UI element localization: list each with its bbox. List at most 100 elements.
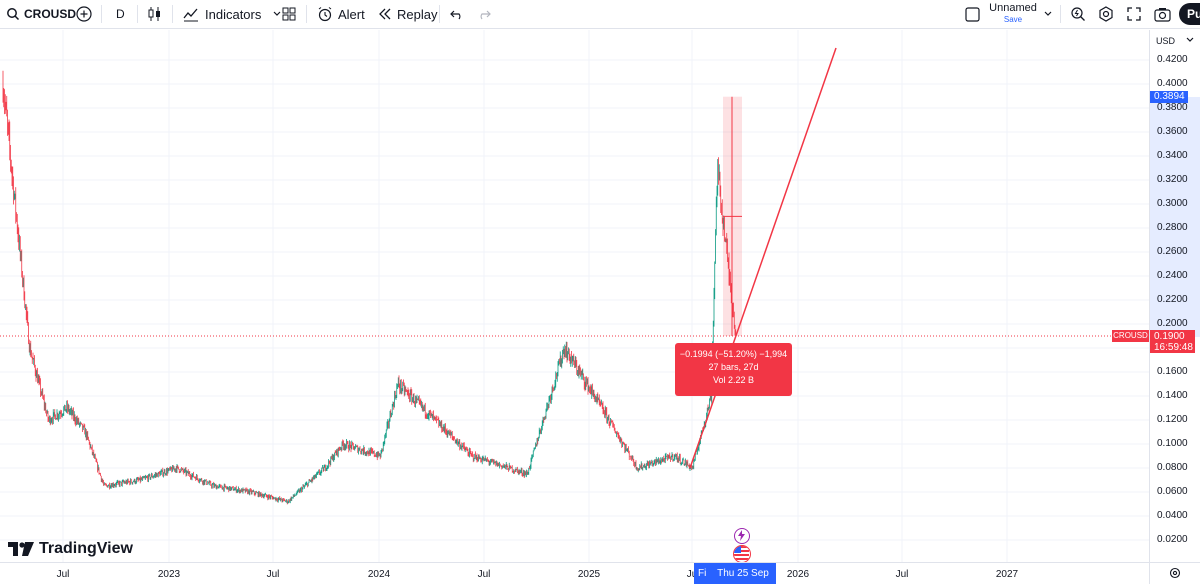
time-tick-label: 2025: [577, 569, 601, 580]
fullscreen-icon: [1127, 7, 1141, 21]
range-top-price-badge: 0.3894: [1150, 91, 1188, 103]
grid-layout-icon: [282, 7, 296, 21]
price-tick-label: 0.3600: [1157, 126, 1188, 137]
last-price: 0.1900: [1154, 331, 1185, 342]
price-tick-label: 0.3000: [1157, 198, 1188, 209]
add-circle-icon: [76, 6, 92, 22]
alert-button[interactable]: Alert: [317, 0, 365, 28]
price-tick-label: 0.0600: [1157, 486, 1188, 497]
search-icon: [7, 8, 20, 21]
compare-symbol-button[interactable]: [76, 0, 92, 28]
measure-volume: Vol 2.22 B: [712, 375, 755, 385]
tradingview-logo[interactable]: TradingView: [8, 540, 133, 558]
price-tick-label: 0.3400: [1157, 150, 1188, 161]
price-tick-label: 0.0200: [1157, 534, 1188, 545]
rewind-icon: [379, 8, 391, 20]
indicators-label: Indicators: [205, 6, 262, 22]
time-tick-label: Jul: [56, 569, 70, 580]
measure-bars: 27 bars, 27d: [708, 362, 759, 372]
axis-settings-corner[interactable]: [1149, 562, 1200, 584]
snapshot-button[interactable]: [1154, 0, 1171, 28]
symbol-price-label: CROUSD: [1112, 330, 1149, 342]
chevron-down-icon: [1044, 11, 1052, 16]
chart-type-button[interactable]: [147, 0, 163, 28]
layout-save-status: Save: [1003, 15, 1023, 24]
time-tick-label: 2023: [157, 569, 181, 580]
symbol-name: CROUSD: [24, 7, 77, 21]
time-axis[interactable]: Jul 2023 Jul 2024 Jul 2025 Ju 2026 Jul 2027: [0, 562, 1149, 584]
replay-button[interactable]: Replay: [378, 0, 437, 28]
redo-button[interactable]: [477, 0, 491, 28]
gear-icon: [1169, 567, 1181, 579]
price-tick-label: 0.3800: [1157, 102, 1188, 113]
currency-label[interactable]: USD: [1156, 36, 1176, 46]
chevron-down-icon: [273, 11, 281, 16]
time-tick-label: 2026: [786, 569, 810, 580]
price-tick-label: 0.4000: [1157, 78, 1188, 89]
crosshair-date-label: Thu 25 Sep '25: [710, 563, 776, 584]
publish-button[interactable]: Pu: [1179, 3, 1200, 25]
price-tick-label: 0.1200: [1157, 414, 1188, 425]
tradingview-logo-text: TradingView: [39, 540, 133, 557]
indicators-button[interactable]: Indicators: [183, 0, 281, 28]
price-tick-label: 0.3200: [1157, 174, 1188, 185]
price-tick-label: 0.2200: [1157, 294, 1188, 305]
camera-icon: [1154, 7, 1171, 22]
trend-line: [689, 47, 837, 469]
top-toolbar: CROUSD D Indicators Alert Replay Unnamed…: [0, 0, 1200, 29]
undo-button[interactable]: [450, 0, 464, 28]
alarm-clock-icon: [318, 7, 332, 22]
time-range-start-label: Fi: [694, 563, 710, 584]
chevron-down-icon[interactable]: [1186, 37, 1194, 43]
price-tick-label: 0.2600: [1157, 246, 1188, 257]
settings-button[interactable]: [1098, 0, 1114, 28]
candles-icon: [148, 7, 160, 21]
lightning-icon: [738, 530, 745, 541]
price-tick-label: 0.4200: [1157, 54, 1188, 65]
us-flag-icon: [734, 546, 749, 561]
measure-tooltip: −0.1994 (−51.20%) −1,994 27 bars, 27d Vo…: [675, 343, 792, 396]
event-us-flag-marker[interactable]: [733, 545, 751, 563]
price-tick-label: 0.0400: [1157, 510, 1188, 521]
price-tick-label: 0.2800: [1157, 222, 1188, 233]
alert-label: Alert: [338, 6, 365, 22]
layout-name: Unnamed: [989, 2, 1037, 14]
layout-name-button[interactable]: Unnamed Save: [989, 0, 1037, 28]
tradingview-logo-icon: [8, 542, 34, 556]
layouts-button[interactable]: [282, 0, 296, 28]
price-tick-label: 0.1600: [1157, 366, 1188, 377]
time-tick-label: Jul: [266, 569, 280, 580]
price-tick-label: 0.1000: [1157, 438, 1188, 449]
price-tick-label: 0.0800: [1157, 462, 1188, 473]
time-tick-label: 2024: [367, 569, 391, 580]
symbol-search[interactable]: CROUSD: [6, 0, 76, 28]
event-lightning-marker[interactable]: [734, 528, 750, 544]
fullscreen-button[interactable]: [1127, 0, 1141, 28]
last-price-badge: 0.1900 16:59:48: [1150, 330, 1195, 353]
time-tick-label: 2027: [995, 569, 1019, 580]
drawings: [0, 47, 1149, 469]
indicators-icon: [183, 8, 198, 22]
time-tick-label: Jul: [477, 569, 491, 580]
price-range-highlight: [1150, 97, 1200, 337]
price-tick-label: 0.2400: [1157, 270, 1188, 281]
gear-icon: [1099, 6, 1113, 22]
candles: [2, 70, 737, 505]
price-axis[interactable]: [1149, 30, 1200, 562]
interval-button[interactable]: D: [116, 7, 125, 21]
price-chart[interactable]: [0, 30, 1149, 562]
layout-menu-button[interactable]: [1044, 0, 1052, 28]
chart-pane[interactable]: [0, 30, 1149, 562]
time-tick-label: Jul: [895, 569, 909, 580]
checkbox-icon: [965, 6, 980, 22]
quick-search-button[interactable]: [1070, 0, 1086, 28]
undo-icon: [450, 10, 461, 20]
layout-select-checkbox[interactable]: [965, 0, 980, 28]
price-tick-label: 0.1400: [1157, 390, 1188, 401]
measure-change: −0.1994 (−51.20%) −1,994: [679, 349, 788, 359]
replay-label: Replay: [397, 6, 438, 22]
time-tick-label: Ju: [686, 569, 698, 580]
redo-icon: [480, 10, 491, 20]
price-tick-label: 0.2000: [1157, 318, 1188, 329]
bar-countdown: 16:59:48: [1154, 342, 1193, 353]
